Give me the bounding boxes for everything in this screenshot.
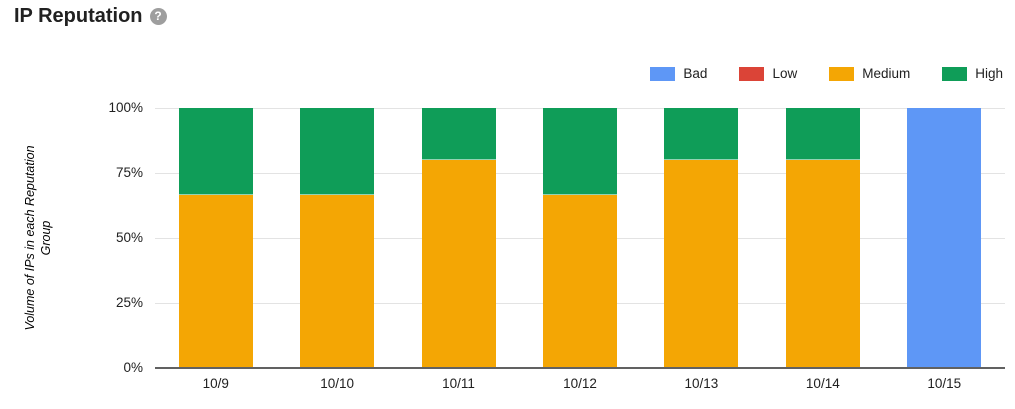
y-tick-label: 100% [108, 100, 143, 115]
y-tick-label: 50% [115, 230, 143, 245]
legend-label: High [975, 66, 1003, 81]
x-tick-label: 10/9 [202, 376, 229, 391]
legend-label: Low [772, 66, 798, 81]
legend-item-low[interactable]: Low [739, 66, 797, 81]
stacked-bar-10-12[interactable] [542, 108, 617, 368]
bar-cell [641, 108, 762, 368]
panel-header: IP Reputation ? [14, 3, 167, 29]
y-tick-label: 0% [123, 360, 143, 375]
bar-segment-high[interactable] [421, 108, 496, 160]
bars [155, 108, 1005, 368]
bar-segment-medium[interactable] [785, 160, 860, 368]
bar-segment-medium[interactable] [178, 194, 253, 368]
bar-segment-medium[interactable] [664, 160, 739, 368]
bar-segment-medium[interactable] [421, 160, 496, 368]
legend-swatch-high [942, 66, 968, 81]
stacked-bar-10-9[interactable] [178, 108, 253, 368]
y-tick-label: 25% [115, 295, 143, 310]
bar-cell [155, 108, 276, 368]
chart-legend: Bad Low Medium High [650, 66, 1003, 81]
y-axis-ticks: 100% 75% 50% 25% 0% [70, 100, 143, 375]
stacked-bar-10-10[interactable] [300, 108, 375, 368]
y-axis-title-line1: Volume of IPs in each Reputation [23, 145, 37, 331]
x-tick-label: 10/13 [684, 376, 719, 391]
bar-cell [398, 108, 519, 368]
help-icon[interactable]: ? [149, 7, 167, 25]
stacked-bar-10-15[interactable] [907, 108, 982, 368]
bar-segment-high[interactable] [178, 108, 253, 195]
bar-segment-high[interactable] [300, 108, 375, 195]
bar-cell [884, 108, 1005, 368]
x-tick-label: 10/12 [563, 376, 597, 391]
stacked-bar-10-14[interactable] [785, 108, 860, 368]
legend-label: Bad [683, 66, 708, 81]
bar-segment-high[interactable] [785, 108, 860, 160]
legend-swatch-bad [650, 66, 676, 81]
stacked-bar-10-13[interactable] [664, 108, 739, 368]
legend-item-bad[interactable]: Bad [650, 66, 707, 81]
page-title: IP Reputation [14, 5, 143, 27]
stacked-bar-10-11[interactable] [421, 108, 496, 368]
legend-item-high[interactable]: High [942, 66, 1003, 81]
legend-item-medium[interactable]: Medium [829, 66, 910, 81]
bar-segment-medium[interactable] [542, 194, 617, 368]
y-axis-title-line2: Group [39, 220, 53, 256]
x-tick-label: 10/15 [927, 376, 962, 391]
legend-label: Medium [862, 66, 911, 81]
y-tick-label: 75% [115, 165, 143, 180]
bar-segment-bad[interactable] [907, 108, 982, 368]
legend-swatch-low [739, 66, 765, 81]
bar-cell [762, 108, 883, 368]
bar-segment-medium[interactable] [300, 194, 375, 368]
bar-cell [276, 108, 397, 368]
legend-swatch-medium [829, 66, 855, 81]
x-axis-line [155, 367, 1005, 369]
x-tick-label: 10/10 [320, 376, 355, 391]
bar-segment-high[interactable] [542, 108, 617, 195]
plot-area [155, 108, 1005, 369]
bar-cell [519, 108, 640, 368]
bar-segment-high[interactable] [664, 108, 739, 160]
x-tick-label: 10/11 [442, 376, 475, 391]
y-axis-title: Volume of IPs in each Reputation Group [22, 108, 54, 368]
x-axis-labels: 10/9 10/10 10/11 10/12 10/13 10/14 10/15 [155, 376, 1005, 391]
x-tick-label: 10/14 [805, 376, 840, 391]
